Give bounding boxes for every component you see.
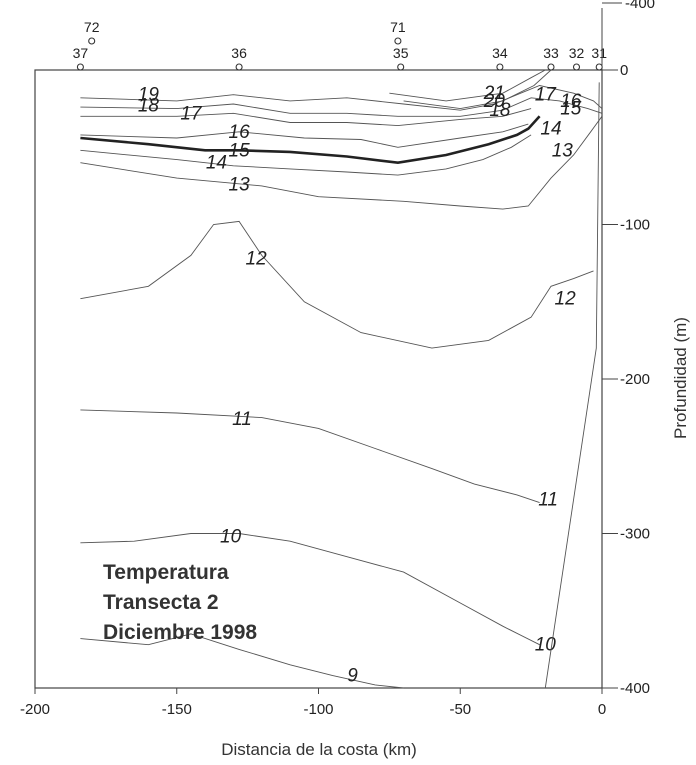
contour-label: 12 bbox=[246, 249, 268, 270]
contour-label: 18 bbox=[489, 100, 511, 121]
y-tick-label: 0 bbox=[620, 62, 628, 79]
isotherm-19 bbox=[80, 85, 603, 111]
contour-label: 13 bbox=[229, 174, 251, 195]
station-marker bbox=[595, 63, 603, 71]
station-label: 37 bbox=[73, 45, 89, 61]
station-label: 72 bbox=[84, 19, 100, 35]
annotation-line-1: Temperatura bbox=[103, 561, 229, 584]
isotherm-21 bbox=[389, 69, 546, 102]
contour-label: 15 bbox=[560, 99, 582, 120]
contour-label: 17 bbox=[180, 103, 203, 124]
stations-layer: 37 72 36 71 35 34 33 32 31 bbox=[73, 19, 607, 71]
station-marker bbox=[397, 63, 405, 71]
station-marker bbox=[235, 63, 243, 71]
contour-label: 11 bbox=[538, 490, 558, 511]
y-tick-label: -100 bbox=[620, 217, 650, 234]
station-label: 35 bbox=[393, 45, 409, 61]
contour-label: 16 bbox=[560, 91, 582, 112]
contour-label: 13 bbox=[552, 140, 574, 161]
x-axis: -200 -150 -100 -50 0 bbox=[20, 688, 606, 718]
isotherm-12 bbox=[80, 220, 594, 349]
station-label: 33 bbox=[543, 45, 559, 61]
isotherm-10 bbox=[80, 533, 540, 646]
isotherm-14 bbox=[80, 134, 532, 176]
contour-label: 21 bbox=[483, 83, 505, 104]
station-label: 36 bbox=[231, 45, 247, 61]
station-label: 31 bbox=[591, 45, 607, 61]
isotherms-layer bbox=[80, 69, 603, 689]
contour-label: 19 bbox=[138, 85, 160, 106]
isotherm-20 bbox=[403, 69, 552, 110]
x-tick-label: -200 bbox=[20, 701, 50, 718]
contour-label: 18 bbox=[138, 96, 160, 117]
station-label: 34 bbox=[492, 45, 508, 61]
contour-label: 17 bbox=[535, 85, 558, 106]
contour-label: 16 bbox=[229, 122, 251, 143]
station-label: 71 bbox=[390, 19, 406, 35]
station-marker bbox=[547, 63, 555, 71]
contour-label: 9 bbox=[347, 666, 358, 687]
y-axis-label: Profundidad (m) bbox=[671, 317, 690, 439]
contour-label: 14 bbox=[206, 153, 227, 174]
shelf-layer bbox=[544, 82, 600, 689]
contour-label: 14 bbox=[540, 119, 561, 140]
y-axis-right: 0 -100 -200 -300 -400 bbox=[601, 2, 650, 697]
station-marker bbox=[496, 63, 504, 71]
x-tick-label: -100 bbox=[303, 701, 333, 718]
x-tick-label: 0 bbox=[598, 701, 606, 718]
y-tick-label: -400 bbox=[620, 680, 650, 697]
station-label: 32 bbox=[569, 45, 585, 61]
annotation-line-2: Transecta 2 bbox=[103, 591, 219, 614]
isotherm-9 bbox=[80, 633, 404, 689]
shelf-slope-line bbox=[544, 82, 600, 689]
isotherm-13 bbox=[80, 116, 603, 210]
contour-label: 12 bbox=[555, 289, 577, 310]
station-marker bbox=[572, 63, 581, 71]
station-marker bbox=[76, 63, 84, 71]
x-tick-label: -150 bbox=[162, 701, 192, 718]
isotherm-15 bbox=[80, 115, 541, 165]
y-tick-label: -300 bbox=[620, 526, 650, 543]
isotherm-17 bbox=[80, 108, 532, 127]
station-marker bbox=[88, 37, 96, 45]
isotherm-18 bbox=[80, 97, 603, 117]
annotation-block: Temperatura Transecta 2 Diciembre 1998 bbox=[103, 561, 257, 644]
x-axis-label: Distancia de la costa (km) bbox=[221, 740, 417, 759]
contour-label: 15 bbox=[229, 140, 251, 161]
isotherm-16 bbox=[80, 123, 529, 148]
contour-label: 20 bbox=[483, 91, 506, 112]
annotation-line-3: Diciembre 1998 bbox=[103, 621, 257, 644]
y-tick-label: -200 bbox=[620, 371, 650, 388]
x-tick-label: -50 bbox=[449, 701, 471, 718]
contour-label: 10 bbox=[220, 527, 242, 548]
isotherm-11 bbox=[80, 409, 540, 504]
top-right-tick-label: -400 bbox=[625, 0, 655, 12]
station-marker bbox=[394, 37, 402, 45]
contour-label: 11 bbox=[232, 409, 252, 430]
